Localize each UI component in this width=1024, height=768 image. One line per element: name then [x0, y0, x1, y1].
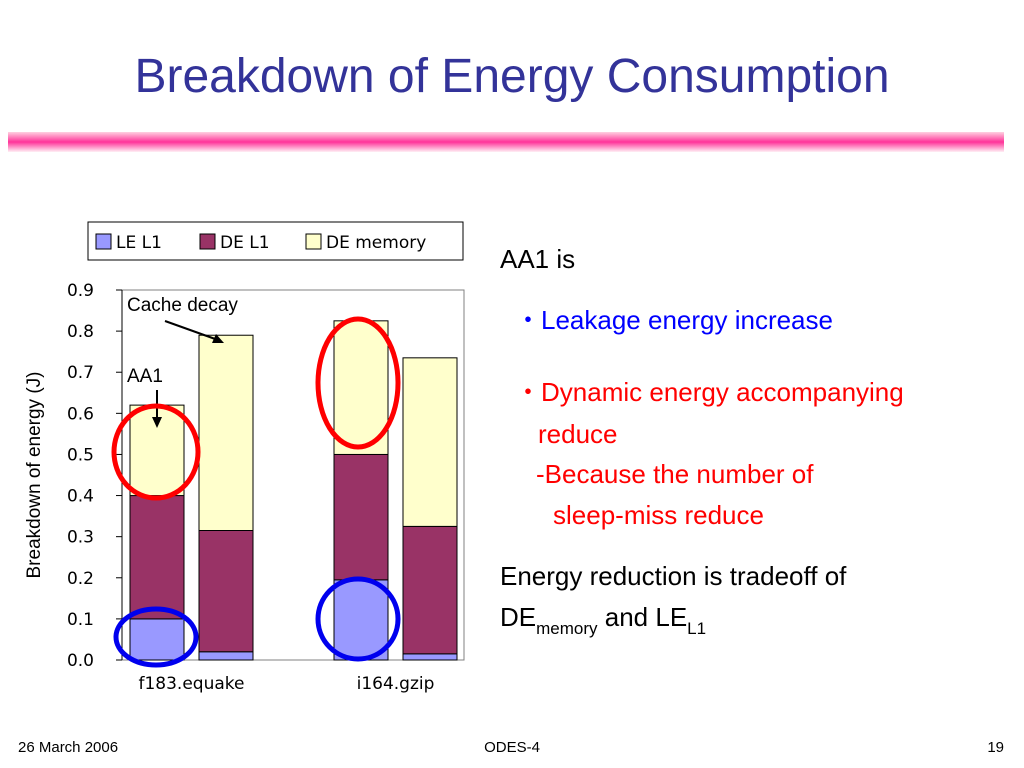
bar-segment — [198, 334, 254, 531]
bullet: reduce — [538, 419, 618, 449]
bullet: -Because the number of — [536, 459, 814, 489]
x-tick-label: f183.equake — [139, 674, 245, 694]
bar-segment — [402, 653, 458, 661]
legend-swatch — [95, 233, 112, 250]
chart: 0.0 0.1 0.2 0.3 0.4 0.5 0.6 0.7 0.8 0.9 Breakdown … — [24, 221, 465, 694]
y-tick-label: 0.7 — [67, 363, 94, 383]
text: DE — [500, 602, 536, 632]
highlight — [315, 316, 401, 450]
highlight — [111, 403, 201, 501]
intro: AA1 is — [500, 244, 575, 274]
highlight — [315, 576, 401, 662]
y-tick-label: 0.9 — [67, 281, 94, 301]
legend-swatch — [199, 233, 216, 250]
bullet: sleep-miss reduce — [553, 500, 764, 530]
y-tick-label: 0.6 — [67, 404, 94, 424]
bar-segment — [129, 495, 185, 620]
highlight — [113, 606, 199, 668]
bar-segment — [333, 579, 389, 661]
y-tick-label: 0.4 — [67, 487, 94, 507]
legend-label: DE L1 — [220, 233, 270, 253]
text: and LE — [598, 602, 688, 632]
footer-center: ODES-4 — [484, 739, 540, 756]
annotation: AA1 — [127, 366, 163, 387]
y-tick-label: 0.3 — [67, 528, 94, 548]
y-axis-label: Breakdown of energy (J) — [24, 372, 45, 579]
annotation: Cache decay — [127, 295, 238, 316]
bullet: ・Leakage energy increase — [515, 305, 833, 335]
y-tick-label: 0.0 — [67, 651, 94, 671]
subscript: memory — [536, 619, 598, 638]
bar-segment — [333, 453, 389, 581]
legend — [87, 221, 464, 261]
annotation-arrow — [164, 320, 219, 341]
bar-segment — [402, 357, 458, 527]
footer-date: 26 March 2006 — [18, 739, 118, 756]
y-tick-label: 0.8 — [67, 322, 94, 342]
legend-swatch — [305, 233, 322, 250]
x-tick-label: i164.gzip — [357, 674, 435, 694]
arrow-head — [212, 334, 224, 343]
bar-segment — [129, 618, 185, 661]
legend-label: LE L1 — [116, 233, 162, 253]
title-rule — [8, 132, 1004, 152]
tradeoff: DEmemory and LEL1 — [500, 602, 706, 638]
bar-segment — [402, 525, 458, 655]
slide-title: Breakdown of Energy Consumption — [134, 50, 889, 103]
y-tick-label: 0.2 — [67, 569, 94, 589]
tradeoff: Energy reduction is tradeoff of — [500, 561, 847, 591]
y-tick-label: 0.1 — [67, 610, 94, 630]
bullet: ・Dynamic energy accompanying — [515, 377, 904, 407]
subscript: L1 — [687, 619, 706, 638]
y-tick-label: 0.5 — [67, 445, 94, 465]
legend-label: DE memory — [326, 233, 426, 253]
arrow-head — [152, 417, 162, 428]
bar-segment — [198, 530, 254, 653]
page-number: 19 — [987, 739, 1004, 756]
bar-segment — [198, 651, 254, 661]
